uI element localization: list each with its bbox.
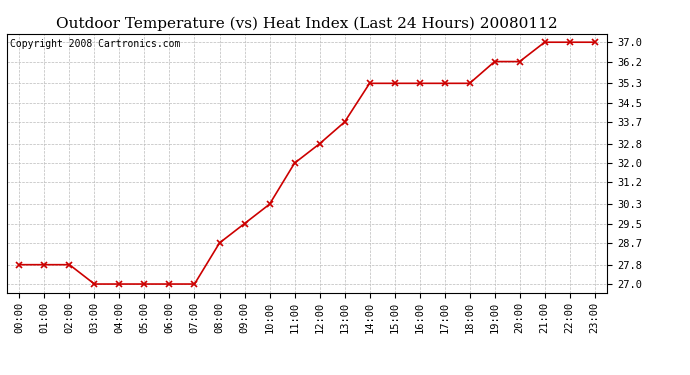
Text: Copyright 2008 Cartronics.com: Copyright 2008 Cartronics.com bbox=[10, 39, 180, 49]
Title: Outdoor Temperature (vs) Heat Index (Last 24 Hours) 20080112: Outdoor Temperature (vs) Heat Index (Las… bbox=[57, 17, 558, 31]
